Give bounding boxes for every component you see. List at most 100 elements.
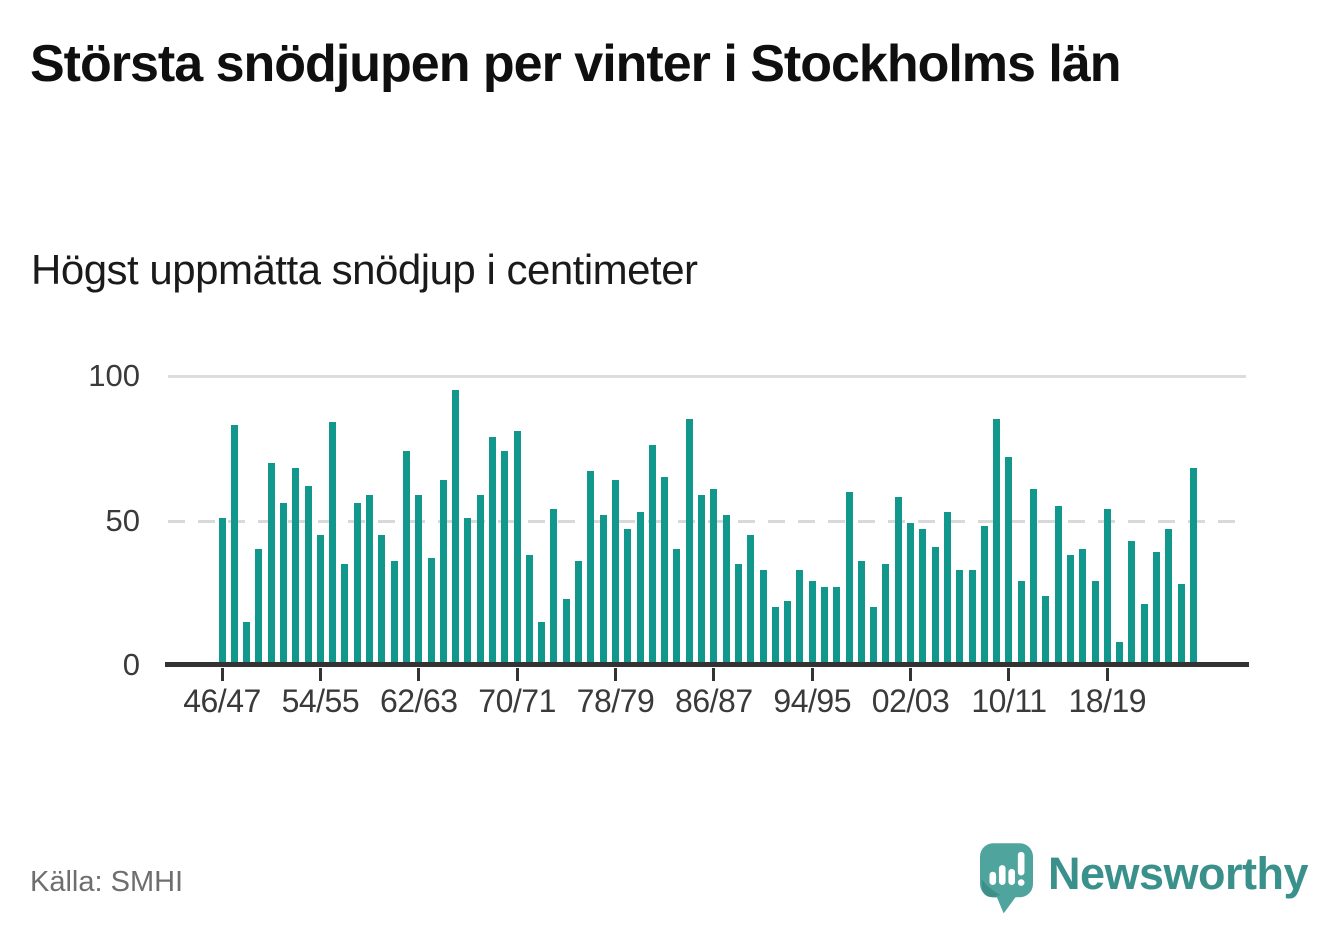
- bar: [919, 529, 927, 665]
- bar: [993, 419, 1001, 665]
- x-axis-tick: [810, 668, 814, 681]
- bar: [1140, 604, 1148, 665]
- x-axis-tick-label: 94/95: [773, 683, 851, 719]
- x-axis-tick-label: 02/03: [871, 683, 950, 719]
- bar: [1042, 595, 1050, 665]
- x-axis-tick: [909, 668, 913, 681]
- plot-area: 46/47 54/55 62/63 70/71 78/79 86/87 94/95 02/03…: [165, 375, 1249, 719]
- bar: [648, 445, 656, 665]
- x-axis-tick: [417, 668, 421, 681]
- bar: [931, 546, 939, 665]
- source-label: Källa: SMHI: [30, 866, 184, 898]
- bar: [1103, 508, 1111, 665]
- x-axis-tick: [1105, 668, 1109, 681]
- bar: [550, 508, 558, 665]
- bar: [439, 480, 447, 665]
- bar: [722, 514, 730, 665]
- x-axis-tick: [515, 668, 519, 681]
- bar: [599, 514, 607, 665]
- bar: [378, 534, 386, 665]
- bar: [1165, 529, 1173, 665]
- bar: [390, 560, 398, 665]
- bar: [980, 526, 988, 665]
- bar: [857, 560, 865, 665]
- x-axis-tick: [1007, 668, 1011, 681]
- bar: [710, 488, 718, 665]
- bar: [366, 494, 374, 665]
- bar: [316, 534, 324, 665]
- bar: [464, 517, 472, 665]
- newsworthy-logo: Newsworthy: [980, 842, 1309, 926]
- bar: [402, 451, 410, 665]
- y-axis-tick-label: 100: [88, 358, 140, 393]
- bar: [784, 601, 792, 665]
- bar: [230, 425, 238, 665]
- bar: [808, 581, 816, 665]
- bar: [279, 503, 287, 665]
- bar: [1017, 581, 1025, 665]
- bar: [734, 563, 742, 665]
- bar: [1152, 552, 1160, 665]
- chart-subtitle: Högst uppmätta snödjup i centimeter: [31, 246, 698, 293]
- bar: [759, 569, 767, 665]
- bar: [513, 430, 521, 665]
- bar: [1005, 456, 1013, 665]
- bar: [821, 586, 828, 665]
- bar: [562, 598, 570, 665]
- x-axis-tick-label: 62/63: [379, 683, 458, 719]
- bar: [218, 517, 226, 665]
- bar: [1189, 468, 1197, 665]
- bar: [1079, 549, 1087, 665]
- x-axis-tick-label: 70/71: [478, 683, 556, 719]
- newsworthy-logo-text: Newsworthy: [1048, 848, 1309, 899]
- x-axis-tick-label: 46/47: [183, 683, 261, 719]
- bar: [956, 569, 964, 665]
- bar: [501, 451, 509, 665]
- bar: [1030, 488, 1038, 665]
- x-axis-tick-label: 86/87: [675, 683, 753, 719]
- bar: [452, 390, 460, 665]
- x-axis-tick-label: 10/11: [971, 683, 1047, 719]
- bar: [882, 563, 890, 665]
- bar: [661, 477, 669, 665]
- bar: [415, 494, 423, 665]
- bar-chart: 46/47 54/55 62/63 70/71 78/79 86/87 94/95 02/03…: [0, 358, 1322, 719]
- bar: [833, 586, 841, 665]
- x-axis-tick-label: 54/55: [281, 683, 360, 719]
- x-axis-tick-label: 78/79: [576, 683, 655, 719]
- x-axis-tick-label: 18/19: [1068, 683, 1147, 719]
- bar: [624, 529, 632, 665]
- bar: [698, 494, 706, 665]
- bar: [673, 549, 681, 665]
- bar: [353, 503, 361, 665]
- bar: [587, 471, 595, 665]
- bar: [489, 436, 496, 665]
- bar: [427, 558, 435, 665]
- bar: [329, 422, 337, 665]
- bar: [611, 480, 619, 665]
- chart-title: Största snödjupen per vinter i Stockholm…: [30, 35, 1122, 93]
- newsworthy-logo-icon: [980, 843, 1033, 914]
- x-axis-tick: [712, 668, 716, 681]
- bar: [341, 563, 349, 665]
- x-axis-tick: [318, 668, 322, 681]
- y-axis-tick-label: 50: [105, 502, 140, 538]
- bar: [575, 560, 583, 665]
- bar: [1128, 540, 1136, 665]
- bar: [538, 621, 546, 665]
- bar: [845, 491, 853, 665]
- bar: [1116, 641, 1124, 665]
- bar: [1066, 555, 1074, 665]
- x-axis-tick: [613, 668, 617, 681]
- bar: [870, 607, 878, 665]
- gridline-y-50: [168, 519, 1246, 523]
- gridline-y-100: [168, 375, 1246, 378]
- bar: [1091, 581, 1099, 665]
- bar: [907, 523, 915, 665]
- bar: [636, 511, 644, 665]
- bar: [255, 549, 263, 665]
- bar: [1054, 506, 1062, 665]
- bar: [796, 569, 804, 665]
- bar: [525, 555, 533, 665]
